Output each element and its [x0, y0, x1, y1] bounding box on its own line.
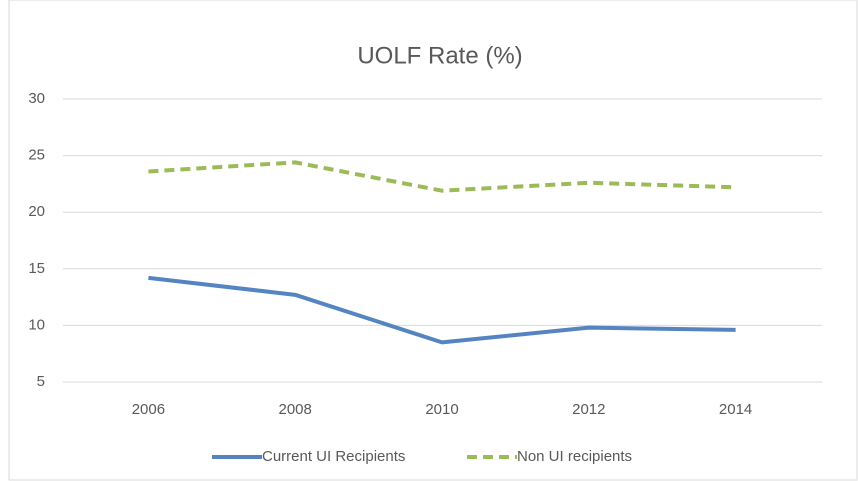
chart-frame	[8, 0, 858, 481]
series-line	[148, 275, 736, 345]
x-tick-label: 2012	[572, 401, 605, 418]
y-tick-label: 10	[28, 316, 45, 333]
y-tick-label: 15	[28, 260, 45, 277]
x-tick-label: 2008	[279, 401, 312, 418]
y-tick-label: 5	[37, 373, 45, 390]
y-tick-label: 30	[28, 90, 45, 107]
x-tick-label: 2006	[132, 401, 165, 418]
chart-title: UOLF Rate (%)	[357, 42, 522, 69]
y-tick-label: 25	[28, 147, 45, 164]
series-line	[148, 160, 736, 193]
x-tick-label: 2010	[425, 401, 458, 418]
x-tick-label: 2014	[719, 401, 752, 418]
y-tick-label: 20	[28, 203, 45, 220]
legend-label: Current UI Recipients	[262, 448, 405, 465]
legend-label: Non UI recipients	[517, 448, 632, 465]
